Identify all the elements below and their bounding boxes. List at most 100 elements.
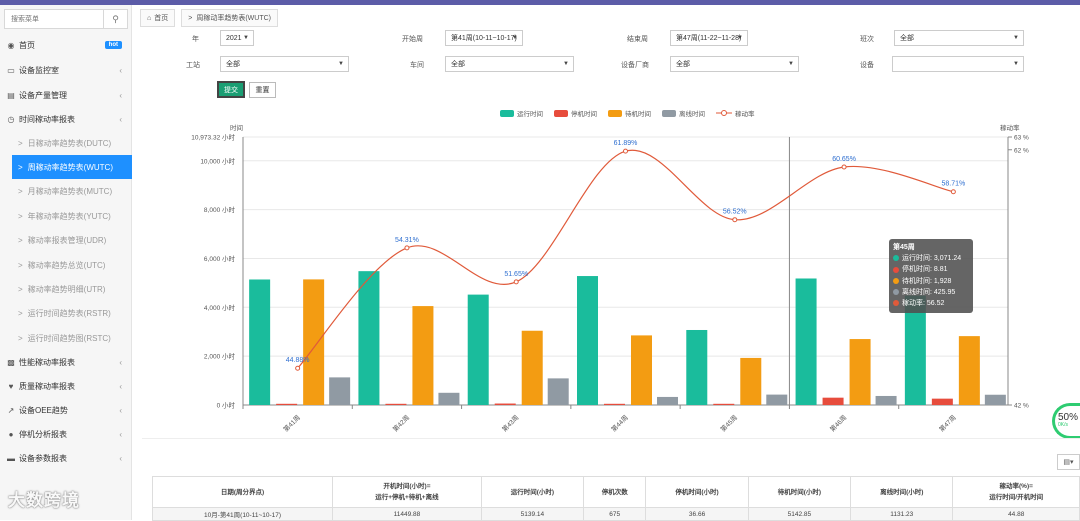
sidebar-subitem-5[interactable]: > 稼动率趋势总览(UTC) <box>0 253 132 277</box>
dashboard-icon: ◉ <box>7 40 15 50</box>
table-header[interactable]: 停机次数 <box>583 476 647 508</box>
chevron-left-icon: ‹ <box>119 114 122 124</box>
sidebar-subitem-label: 稼动率报表管理(UDR) <box>27 236 107 246</box>
table-cell: 36.66 <box>645 507 749 521</box>
line-data-label: 51.65% <box>504 271 528 278</box>
sidebar-subitem-2[interactable]: > 月稼动率趋势表(MUTC) <box>0 180 132 204</box>
vendor-select[interactable]: 全部 ▼ <box>670 56 799 72</box>
bar-运行时间 <box>249 279 271 405</box>
sidebar-subitem-8[interactable]: > 运行时间趋势图(RSTC) <box>0 326 132 350</box>
bar-离线时间 <box>875 395 897 405</box>
info-icon: ● <box>8 430 14 440</box>
line-point <box>513 279 519 285</box>
table-header[interactable]: 日期(周分界点) <box>151 476 334 508</box>
home-icon: ⌂ <box>147 14 152 22</box>
line-point <box>295 365 301 371</box>
year-value: 2021 <box>226 34 242 42</box>
legend-swatch <box>608 109 622 117</box>
submit-button[interactable]: 提交 <box>217 81 245 98</box>
sidebar-item-label: 设备监控室 <box>19 65 59 75</box>
year-select[interactable]: 2021 ▼ <box>220 30 254 46</box>
legend-item[interactable]: 离线时间 <box>662 108 705 118</box>
sidebar-bottom-item-0[interactable]: ▩ 性能稼动率报表 ‹ <box>0 350 132 374</box>
table-header[interactable]: 稼动率(%)= 运行时间/开机时间 <box>952 476 1080 508</box>
sidebar-item-label: 质量稼动率报表 <box>19 381 75 391</box>
workshop-value: 全部 <box>451 61 465 68</box>
chevron-right-icon: > <box>188 14 193 22</box>
bar-离线时间 <box>657 396 678 405</box>
reset-button[interactable]: 重置 <box>249 82 276 98</box>
bar-待机时间 <box>740 357 762 405</box>
sidebar-bottom-item-1[interactable]: ♥ 质量稼动率报表 ‹ <box>0 374 132 398</box>
table-header[interactable]: 停机时间(小时) <box>645 476 749 508</box>
legend-label: 运行时间 <box>517 111 543 118</box>
hot-badge: hot <box>104 41 122 49</box>
sidebar-subitem-0[interactable]: > 日稼动率趋势表(DUTC) <box>0 131 132 155</box>
sidebar-subitem-label: 稼动率趋势明细(UTR) <box>27 284 106 294</box>
sidebar-subitem-label: 运行时间趋势图(RSTC) <box>27 333 111 343</box>
table-header[interactable]: 开机时间(小时)= 运行+停机+待机+离线 <box>332 476 482 508</box>
line-point <box>950 189 956 195</box>
bar-离线时间 <box>329 377 351 405</box>
chevron-right-icon: > <box>18 162 23 172</box>
device-label: 设备 <box>860 62 874 69</box>
sidebar-subitem-1[interactable]: > 周稼动率趋势表(WUTC) <box>12 155 132 180</box>
sidebar-bottom-item-3[interactable]: ● 停机分析报表 ‹ <box>0 423 132 447</box>
end-week-label: 结束周 <box>627 36 648 43</box>
sidebar-item-2[interactable]: ▤ 设备产量管理 ‹ <box>0 83 132 107</box>
table-header[interactable]: 离线时间(小时) <box>850 476 954 508</box>
breadcrumb-current[interactable]: > 周稼动率趋势表(WUTC) <box>181 9 278 27</box>
sidebar-subitem-7[interactable]: > 运行时间趋势表(RSTR) <box>0 302 132 326</box>
table-cell: 10月-第41周(10-11~10-17) <box>151 507 334 521</box>
station-select[interactable]: 全部 ▼ <box>220 56 349 72</box>
sidebar-item-1[interactable]: ▭ 设备监控室 ‹ <box>0 58 132 82</box>
menu-search-input[interactable] <box>5 10 105 28</box>
line-data-label: 54.31% <box>395 237 419 244</box>
legend-item[interactable]: 停机时间 <box>554 108 597 118</box>
export-icon[interactable]: ▤▾ <box>1057 454 1080 470</box>
end-week-select[interactable]: 第47周(11-22~11-28) ▼ <box>670 30 748 46</box>
workshop-select[interactable]: 全部 ▼ <box>445 56 574 72</box>
search-icon[interactable]: ⚲ <box>103 10 127 28</box>
sidebar-bottom-item-4[interactable]: ▬ 设备参数报表 ‹ <box>0 447 132 471</box>
caret-down-icon: ▼ <box>243 35 249 41</box>
tooltip-row: 离线时间: 425.95 <box>893 287 969 298</box>
sidebar-subitem-3[interactable]: > 年稼动率趋势表(YUTC) <box>0 204 132 228</box>
tooltip-text: 待机时间: 1,928 <box>902 277 952 285</box>
table-cell: 5139.14 <box>480 507 585 521</box>
start-week-select[interactable]: 第41周(10-11~10-17) ▼ <box>445 30 523 46</box>
table-header[interactable]: 运行时间(小时) <box>480 476 585 508</box>
station-label: 工站 <box>186 62 200 69</box>
legend-label: 停机时间 <box>571 111 597 118</box>
tooltip-text: 停机时间: 8.81 <box>902 266 948 274</box>
chevron-left-icon: ‹ <box>119 405 122 415</box>
sidebar-subitem-4[interactable]: > 稼动率报表管理(UDR) <box>0 229 132 253</box>
year-label: 年 <box>192 36 199 43</box>
combo-chart: 0 小时 2,000 小时 4,000 小时 6,000 小时 8,000 小时 10,0… <box>191 123 1029 434</box>
shift-value: 全部 <box>900 35 914 42</box>
table-cell: 11449.88 <box>332 507 482 521</box>
table-header[interactable]: 待机时间(小时) <box>747 476 852 508</box>
shift-select[interactable]: 全部 ▼ <box>894 30 1024 46</box>
legend-item[interactable]: 运行时间 <box>500 108 543 118</box>
breadcrumb-home[interactable]: ⌂ 首页 <box>140 9 176 27</box>
chevron-right-icon: > <box>18 187 23 197</box>
y-tick-label: 2,000 小时 <box>204 352 236 361</box>
bar-停机时间 <box>713 403 735 405</box>
bar-运行时间 <box>358 271 380 405</box>
bar-待机时间 <box>412 306 434 405</box>
legend-item[interactable]: 待机时间 <box>608 108 651 118</box>
tooltip-text: 运行时间: 3,071.24 <box>902 255 962 263</box>
tooltip-dot <box>893 288 899 295</box>
device-select[interactable]: ▼ <box>892 56 1024 72</box>
bar-停机时间 <box>604 403 625 405</box>
sidebar-item-0[interactable]: ◉ 首页 hot <box>0 33 132 57</box>
caret-down-icon: ▼ <box>512 35 518 41</box>
sidebar-item-3[interactable]: ◷ 时间稼动率报表 ‹ <box>0 107 132 131</box>
tooltip-row: 稼动率: 56.52 <box>893 298 969 309</box>
sidebar-bottom-item-2[interactable]: ↗ 设备OEE趋势 ‹ <box>0 398 132 422</box>
bar-待机时间 <box>303 279 325 405</box>
sidebar-subitem-6[interactable]: > 稼动率趋势明细(UTR) <box>0 277 132 301</box>
legend-item[interactable]: 稼动率 <box>716 108 755 118</box>
sidebar-subitem-label: 稼动率趋势总览(UTC) <box>27 260 106 270</box>
